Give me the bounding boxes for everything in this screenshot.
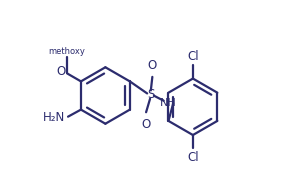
Text: NH: NH bbox=[160, 98, 177, 108]
Text: Cl: Cl bbox=[187, 49, 199, 63]
Text: Cl: Cl bbox=[187, 151, 199, 164]
Text: H₂N: H₂N bbox=[43, 111, 65, 124]
Text: O: O bbox=[56, 65, 65, 78]
Text: methoxy: methoxy bbox=[49, 46, 85, 56]
Text: S: S bbox=[147, 88, 154, 101]
Text: O: O bbox=[141, 117, 151, 130]
Text: O: O bbox=[148, 59, 157, 72]
